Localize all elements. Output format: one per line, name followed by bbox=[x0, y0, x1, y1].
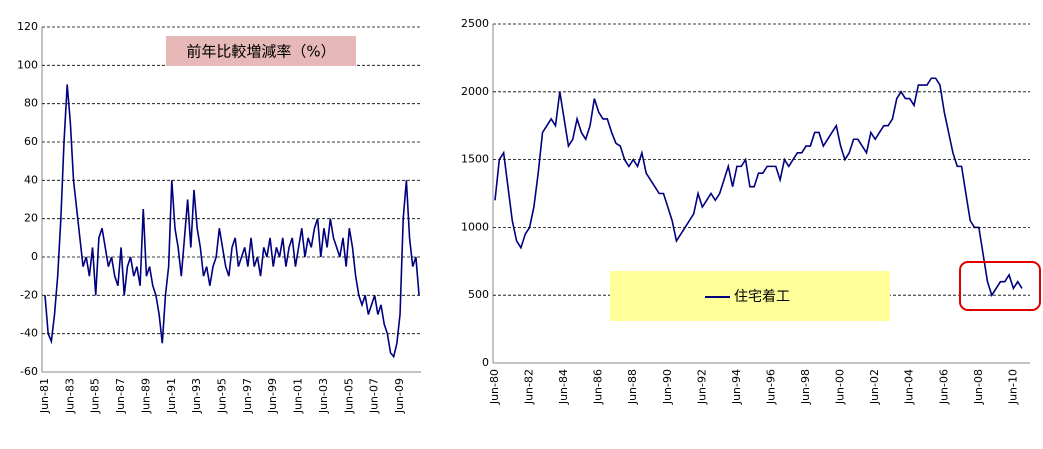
x-tick-label: Jun-10 bbox=[1006, 369, 1019, 405]
annotation-box bbox=[166, 36, 356, 66]
x-tick-label: Jun-85 bbox=[89, 378, 102, 414]
y-tick-label: -60 bbox=[20, 365, 38, 378]
x-tick-label: Jun-96 bbox=[764, 369, 777, 405]
data-line bbox=[44, 84, 420, 359]
y-tick-label: 40 bbox=[24, 173, 38, 186]
y-tick-label: 80 bbox=[24, 97, 38, 110]
legend-label: 住宅着工 bbox=[734, 289, 790, 305]
x-tick-label: Jun-98 bbox=[799, 369, 812, 405]
x-tick-label: Jun-90 bbox=[661, 369, 674, 405]
x-tick-label: Jun-89 bbox=[139, 378, 152, 414]
chart: -60 -40 -20 0 20 40 60 80 100 120 Jun-81 Jun-83 Jun-… bbox=[17, 20, 421, 414]
x-tick-label: Jun-84 bbox=[557, 369, 570, 405]
x-tick-label: Jun-01 bbox=[292, 378, 305, 414]
x-tick-label: Jun-04 bbox=[903, 369, 916, 405]
x-tick-label: Jun-97 bbox=[241, 378, 254, 414]
y-tick-label: 100 bbox=[17, 58, 38, 71]
x-tick-label: Jun-07 bbox=[368, 378, 381, 414]
x-tick-label: Jun-08 bbox=[972, 369, 985, 405]
x-tick-label: Jun-03 bbox=[317, 378, 330, 414]
y-tick-label: 20 bbox=[24, 212, 38, 225]
x-tick-label: Jun-99 bbox=[266, 378, 279, 414]
y-tick-label: 1000 bbox=[461, 220, 489, 233]
x-tick-label: Jun-09 bbox=[393, 378, 406, 414]
x-tick-label: Jun-05 bbox=[342, 378, 355, 414]
x-tick-label: Jun-02 bbox=[868, 369, 881, 405]
y-tick-label: 60 bbox=[24, 135, 38, 148]
y-tick-label: -20 bbox=[20, 288, 38, 301]
x-tick-label: Jun-94 bbox=[730, 369, 743, 405]
x-tick-label: Jun-81 bbox=[38, 378, 51, 414]
data-line bbox=[494, 77, 1023, 298]
x-tick-label: Jun-88 bbox=[626, 369, 639, 405]
x-tick-label: Jun-87 bbox=[114, 378, 127, 414]
y-tick-label: 1500 bbox=[461, 153, 489, 166]
y-tick-label: 500 bbox=[468, 288, 489, 301]
x-tick-label: Jun-95 bbox=[216, 378, 229, 414]
x-tick-label: Jun-91 bbox=[165, 378, 178, 414]
y-tick-label: 0 bbox=[482, 356, 489, 369]
x-tick-label: Jun-00 bbox=[834, 369, 847, 405]
legend-box bbox=[610, 271, 890, 321]
chart: 0 500 1000 1500 2000 2500 Jun-80 Jun-82 Jun-84 Ju… bbox=[461, 17, 1030, 405]
x-tick-label: Jun-80 bbox=[488, 369, 501, 405]
x-tick-label: Jun-86 bbox=[592, 369, 605, 405]
y-tick-label: 2500 bbox=[461, 17, 489, 30]
annotation: 前年比較増減率（%） bbox=[186, 43, 335, 61]
x-tick-label: Jun-92 bbox=[695, 369, 708, 405]
y-tick-label: 120 bbox=[17, 20, 38, 33]
y-tick-label: 0 bbox=[31, 250, 38, 263]
y-tick-label: -40 bbox=[20, 327, 38, 340]
y-tick-label: 2000 bbox=[461, 85, 489, 98]
x-tick-label: Jun-82 bbox=[523, 369, 536, 405]
x-tick-label: Jun-06 bbox=[937, 369, 950, 405]
x-tick-label: Jun-93 bbox=[190, 378, 203, 414]
x-tick-label: Jun-83 bbox=[63, 378, 76, 414]
highlight-box bbox=[959, 261, 1041, 311]
